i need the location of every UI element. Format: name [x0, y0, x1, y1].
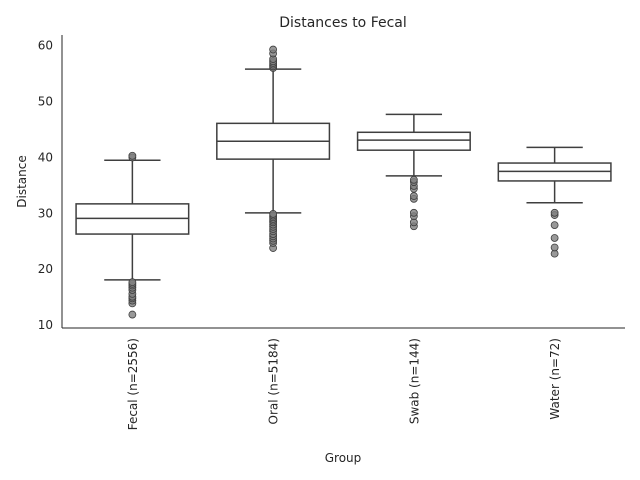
y-axis-label: Distance — [15, 155, 29, 207]
x-tick-label: Water (n=72) — [548, 338, 562, 420]
outlier-point — [128, 278, 137, 287]
x-tick-label: Oral (n=5184) — [267, 338, 281, 424]
outlier-point — [409, 192, 418, 200]
x-tick-label: Swab (n=144) — [407, 338, 421, 424]
chart-title: Distances to Fecal — [279, 15, 407, 31]
y-tick-label: 20 — [38, 262, 53, 276]
x-tick-label: Fecal (n=2556) — [126, 338, 140, 430]
plot-area — [75, 45, 612, 319]
outlier-point — [550, 243, 559, 252]
x-axis-label: Group — [325, 451, 362, 465]
outlier-point — [409, 208, 418, 217]
outlier-point — [550, 221, 559, 230]
y-axis-ticks: 10 20 30 40 50 60 — [38, 39, 53, 333]
outlier-point — [409, 175, 418, 184]
y-tick-label: 10 — [38, 318, 53, 332]
box-group-2 — [356, 113, 471, 231]
y-tick-label: 50 — [38, 94, 53, 108]
outlier-point — [550, 234, 559, 242]
box-iqr — [356, 131, 471, 151]
outlier-point — [269, 45, 278, 54]
y-tick-label: 40 — [38, 150, 53, 164]
y-tick-label: 30 — [38, 206, 53, 220]
box-group-0 — [75, 151, 190, 319]
outlier-point — [128, 151, 137, 160]
x-axis-ticks: Fecal (n=2556) Oral (n=5184) Swab (n=144) W… — [126, 338, 562, 430]
outlier-point — [269, 210, 278, 218]
outlier-point — [128, 310, 137, 319]
y-tick-label: 60 — [38, 39, 53, 53]
box-group-3 — [497, 146, 612, 258]
box-group-1 — [216, 45, 331, 252]
outlier-point — [550, 208, 559, 217]
